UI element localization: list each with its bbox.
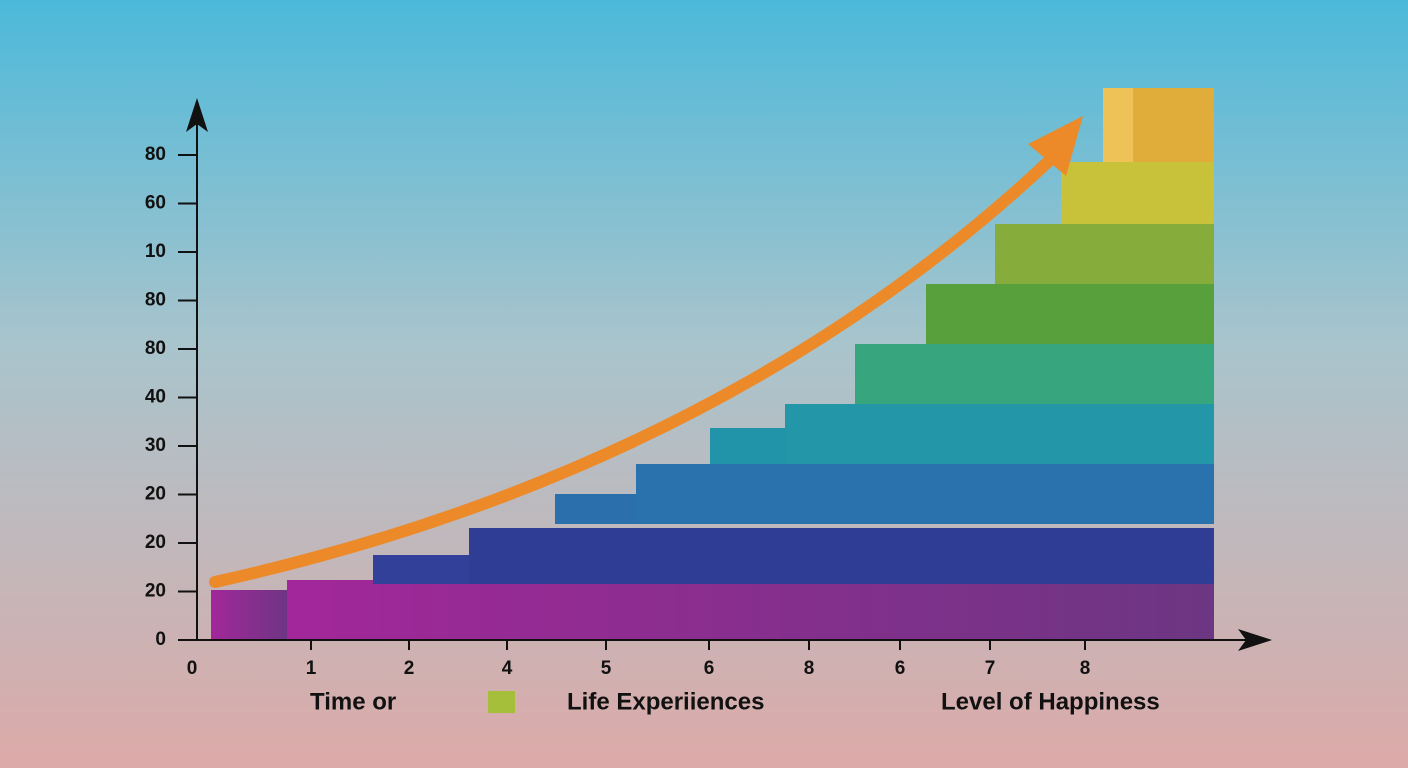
x-axis-label: 0 bbox=[187, 658, 198, 679]
legend-label: Level of Happiness bbox=[941, 688, 1160, 715]
y-axis-label: 20 bbox=[145, 532, 166, 553]
x-axis-label: 4 bbox=[502, 658, 513, 679]
step bbox=[995, 224, 1214, 284]
step bbox=[710, 428, 790, 464]
y-axis-label: 80 bbox=[145, 290, 166, 311]
y-axis-label: 40 bbox=[145, 387, 166, 408]
growth-arrowhead bbox=[1028, 116, 1083, 176]
step bbox=[855, 344, 1214, 404]
step bbox=[926, 284, 1214, 344]
x-axis-label: 8 bbox=[1080, 658, 1091, 679]
legend-label: Life Experiiences bbox=[567, 688, 764, 715]
y-axis-label: 60 bbox=[145, 193, 166, 214]
step bbox=[555, 494, 640, 524]
y-axis-label: 0 bbox=[155, 629, 166, 650]
y-axis-label: 10 bbox=[145, 241, 166, 262]
steps bbox=[211, 88, 1214, 640]
step-side bbox=[1103, 88, 1133, 162]
y-axis-label: 20 bbox=[145, 484, 166, 505]
legend-swatch bbox=[488, 691, 515, 713]
step bbox=[785, 404, 1214, 464]
step bbox=[373, 555, 473, 584]
x-arrow bbox=[1238, 629, 1272, 651]
x-axis-label: 7 bbox=[985, 658, 996, 679]
x-axis-label: 1 bbox=[306, 658, 317, 679]
legend-label: Time or bbox=[310, 688, 396, 715]
x-axis-label: 6 bbox=[895, 658, 906, 679]
x-axis-label: 5 bbox=[601, 658, 612, 679]
x-axis-label: 8 bbox=[804, 658, 815, 679]
y-axis-label: 80 bbox=[145, 338, 166, 359]
x-axis-label: 6 bbox=[704, 658, 715, 679]
axes bbox=[180, 98, 1272, 651]
y-axis-label: 30 bbox=[145, 435, 166, 456]
growth-arrow bbox=[209, 154, 1056, 588]
legend: Time or Life Experiiences Level of Happi… bbox=[310, 688, 1160, 715]
step bbox=[287, 580, 1214, 640]
step bbox=[636, 464, 1214, 524]
step bbox=[1061, 162, 1214, 224]
step bbox=[469, 528, 1214, 584]
step bbox=[211, 590, 291, 640]
y-axis-label: 20 bbox=[145, 581, 166, 602]
x-axis-label: 2 bbox=[404, 658, 415, 679]
y-axis-label: 80 bbox=[145, 144, 166, 165]
y-arrow bbox=[186, 98, 208, 132]
